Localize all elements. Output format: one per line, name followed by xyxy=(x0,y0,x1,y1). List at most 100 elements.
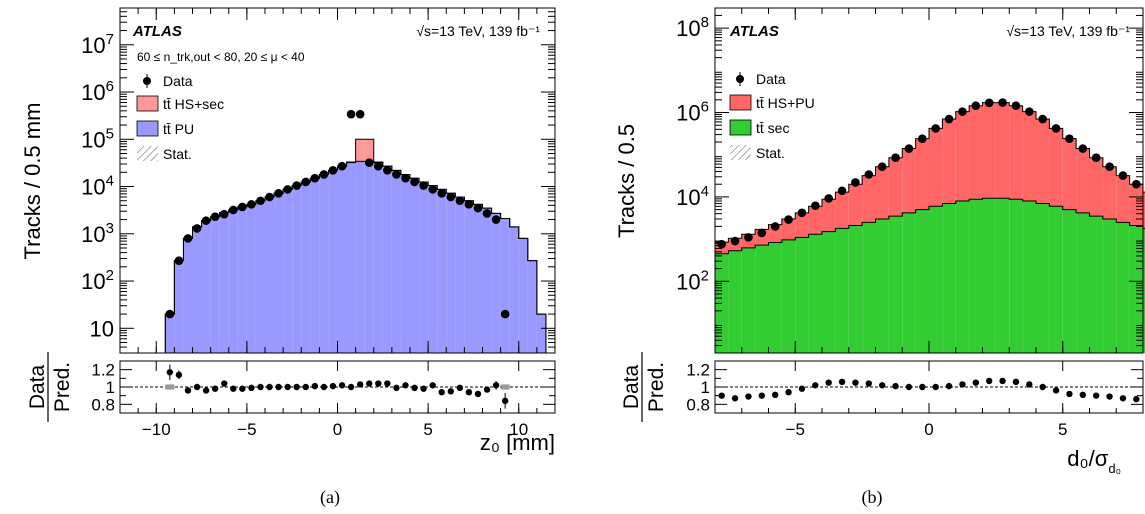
panel-a-data-point xyxy=(274,188,283,198)
panel-b-legend-hs-pu-swatch xyxy=(729,94,752,111)
panel-a-ratio-point xyxy=(356,381,364,388)
panel-a-data-point xyxy=(455,196,465,206)
panel-a-data-point xyxy=(437,188,447,198)
panel-a-data-point xyxy=(383,166,392,175)
panel-a-lower-bar xyxy=(464,200,474,353)
panel-b-lower-bar xyxy=(835,228,849,353)
panel-a-data-point xyxy=(401,173,410,183)
panel-b-data-point xyxy=(744,233,753,242)
panel-a-lower-bar xyxy=(518,238,528,353)
panel-a-data-point xyxy=(292,181,302,190)
panel-b-ratio-point xyxy=(1092,392,1100,399)
panel-b-data-point xyxy=(757,228,767,238)
panel-b-upper-bar xyxy=(995,102,1010,199)
panel-b-ratio-point xyxy=(1026,381,1033,388)
panel-a-x-axis-label: z₀ [mm] xyxy=(480,430,555,455)
panel-b-data-point xyxy=(944,114,954,124)
panel-a-legend-data: Data xyxy=(163,73,193,89)
panel-b-y-tick-label: 104 xyxy=(676,183,709,210)
panel-b-legend-data: Data xyxy=(756,71,786,87)
panel-b-main-plot xyxy=(714,98,1145,353)
panel-a-legend-pu: tt̄ PU xyxy=(163,121,194,137)
panel-a-data-point xyxy=(328,166,338,175)
panel-b-lower-bar xyxy=(982,198,996,353)
panel-a-data-point xyxy=(373,161,383,171)
panel-a-upper-bar xyxy=(355,139,365,162)
panel-a-data-point xyxy=(346,109,356,119)
panel-b-data-point xyxy=(797,208,807,218)
panel-a-lower-bar xyxy=(319,174,329,353)
panel-a-y-tick-label: 107 xyxy=(81,31,114,58)
panel-b-upper-bar xyxy=(1102,166,1117,219)
panel-a-ratio-stat-band xyxy=(165,384,175,390)
panel-a-lower-bar xyxy=(328,170,338,353)
panel-b-data-point xyxy=(1051,124,1061,133)
panel-b-y-tick-exponent: 4 xyxy=(701,183,709,200)
panel-a-ratio-point xyxy=(347,383,355,391)
panel-a-ratio-axes: −10 −5 0 5 10 0.811.2 xyxy=(91,361,556,439)
panel-b-upper-bar xyxy=(795,212,809,238)
panel-b-upper-bar xyxy=(781,218,796,240)
panel-b-data-point xyxy=(1025,107,1034,116)
panel-a-x-tick-label: 5 xyxy=(423,420,432,439)
panel-a-lower-bar xyxy=(391,170,401,353)
panel-a-lower-bar xyxy=(355,161,365,353)
panel-a-legend-hs-sec: tt̄ HS+sec xyxy=(163,96,224,112)
panel-b-ratio-point xyxy=(905,383,913,391)
panel-a-data-point xyxy=(446,192,456,202)
panel-a-data-point xyxy=(319,170,329,179)
panel-a-ratio-point xyxy=(221,380,228,387)
panel-b-ratio-point xyxy=(985,377,993,385)
panel-a-lower-bar xyxy=(382,166,392,353)
panel-b-lower-bar xyxy=(1129,225,1143,353)
panel-a-data-point xyxy=(265,192,274,202)
panel-a-ratio-point xyxy=(293,383,300,391)
panel-b-y-tick-exponent: 6 xyxy=(701,99,709,116)
panel-a-ratio-point xyxy=(483,386,491,393)
panel-a-y-tick-label: 104 xyxy=(81,173,114,200)
panel-a-y-tick-exponent: 2 xyxy=(106,267,114,284)
panel-a-y-tick-label: 106 xyxy=(81,78,114,105)
panel-b-x-tick-label: 5 xyxy=(1058,420,1067,439)
panel-b-ratio-point xyxy=(945,382,953,390)
panel-a-ratio-point xyxy=(257,383,264,391)
panel-b-ratio-point xyxy=(745,393,752,400)
panel-a-lower-bar xyxy=(419,181,429,353)
panel-b-ratio-point xyxy=(812,382,819,389)
panel-a-ratio-point xyxy=(284,383,291,391)
panel-a-ratio-point xyxy=(248,384,255,392)
panel-a-lower-bar xyxy=(536,314,546,353)
panel-b-ratio-point xyxy=(1119,395,1127,402)
panel-b-lower-bar xyxy=(1143,228,1145,353)
panel-b-ratio-point xyxy=(865,380,873,387)
panel-a-ratio-label-top: Data xyxy=(26,365,49,410)
panel-a-data-point xyxy=(419,181,428,190)
panel-a-y-tick-exponent: 3 xyxy=(106,220,114,237)
panel-a-ratio-point xyxy=(465,389,473,396)
panel-b-data-point xyxy=(1011,101,1021,111)
panel-a-data-point xyxy=(301,177,311,187)
panel-a-y-tick-label: 102 xyxy=(81,267,114,294)
panel-b-data-point xyxy=(1118,171,1128,180)
panel-b-lower-bar xyxy=(755,245,769,353)
panel-a-ratio-point xyxy=(402,382,409,389)
panel-b-x-tick-label: −5 xyxy=(786,420,805,439)
panel-a-data-point xyxy=(491,215,501,224)
panel-b-lower-bar xyxy=(915,209,929,353)
panel-a-ratio-stat-band xyxy=(500,384,510,390)
panel-a-data-point xyxy=(392,170,401,179)
panel-b-data-point xyxy=(1065,134,1074,143)
panel-a-lower-bar xyxy=(292,185,302,353)
panel-b-lower-bar xyxy=(862,222,876,353)
panel-a-data-point xyxy=(410,177,419,187)
panel-a-selection-label: 60 ≤ n_trk,out < 80, 20 ≤ μ < 40 xyxy=(137,50,305,64)
panel-b-data-point xyxy=(931,124,940,133)
panel-b-ratio-point xyxy=(798,385,806,392)
panel-a-data-point xyxy=(283,185,292,194)
panel-b-upper-bar xyxy=(1116,175,1130,223)
panel-b-x-axis-label-main: d₀/σ xyxy=(1067,446,1108,471)
panel-b-y-axis-label: Tracks / 0.5 xyxy=(614,124,639,238)
panel-b-ratio-axes: −5 0 5 0.811.2 xyxy=(686,361,1144,439)
panel-b-upper-bar xyxy=(1076,148,1090,213)
panel-a-ratio-point xyxy=(202,387,210,394)
